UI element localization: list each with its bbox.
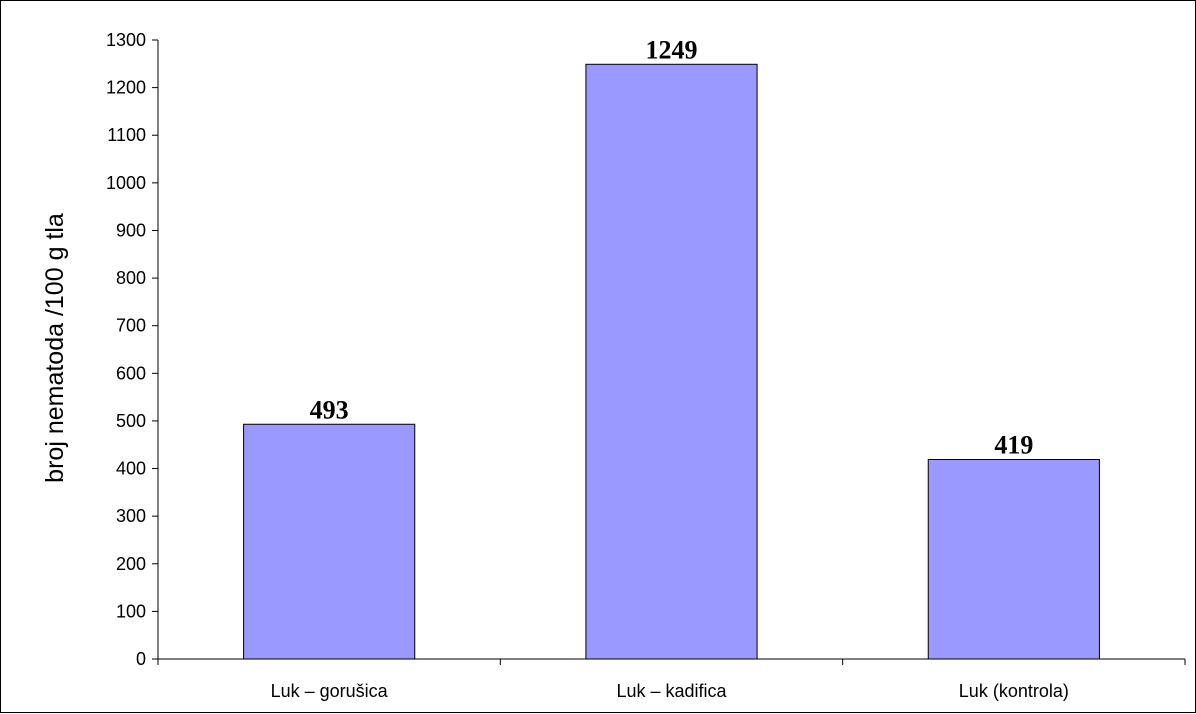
y-tick-label: 400 xyxy=(116,459,146,479)
bar xyxy=(585,63,758,660)
y-tick-label: 300 xyxy=(116,506,146,526)
y-tick-label: 1000 xyxy=(106,173,146,193)
y-tick-label: 600 xyxy=(116,363,146,383)
data-labels: 493 1249 419 xyxy=(310,35,1034,459)
bar-data-label: 1249 xyxy=(646,35,698,64)
bar-data-label: 493 xyxy=(310,395,349,424)
x-category-label: Luk (kontrola) xyxy=(959,681,1069,701)
bars xyxy=(243,63,1100,660)
x-category-label: Luk – kadifica xyxy=(616,681,727,701)
y-tick-label: 500 xyxy=(116,411,146,431)
bar-data-label: 419 xyxy=(994,430,1033,459)
y-tick-label: 800 xyxy=(116,268,146,288)
y-tick-label: 100 xyxy=(116,601,146,621)
y-axis-title: broj nematoda /100 g tla xyxy=(41,213,69,483)
y-tick-label: 1300 xyxy=(106,30,146,50)
y-tick-label: 900 xyxy=(116,220,146,240)
bar xyxy=(927,458,1100,660)
y-tick-label: 1100 xyxy=(107,125,146,145)
x-axis: Luk – gorušica Luk – kadifica Luk (kontrol… xyxy=(157,658,1186,701)
y-axis: 0 100 200 300 400 500 600 700 800 900 1000 1100 1200… xyxy=(106,30,159,669)
y-tick-label: 200 xyxy=(116,554,146,574)
y-tick-label: 700 xyxy=(116,316,146,336)
y-tick-label: 0 xyxy=(136,649,146,669)
bar xyxy=(243,423,416,660)
y-tick-label: 1200 xyxy=(106,78,146,98)
x-category-label: Luk – gorušica xyxy=(271,681,389,701)
